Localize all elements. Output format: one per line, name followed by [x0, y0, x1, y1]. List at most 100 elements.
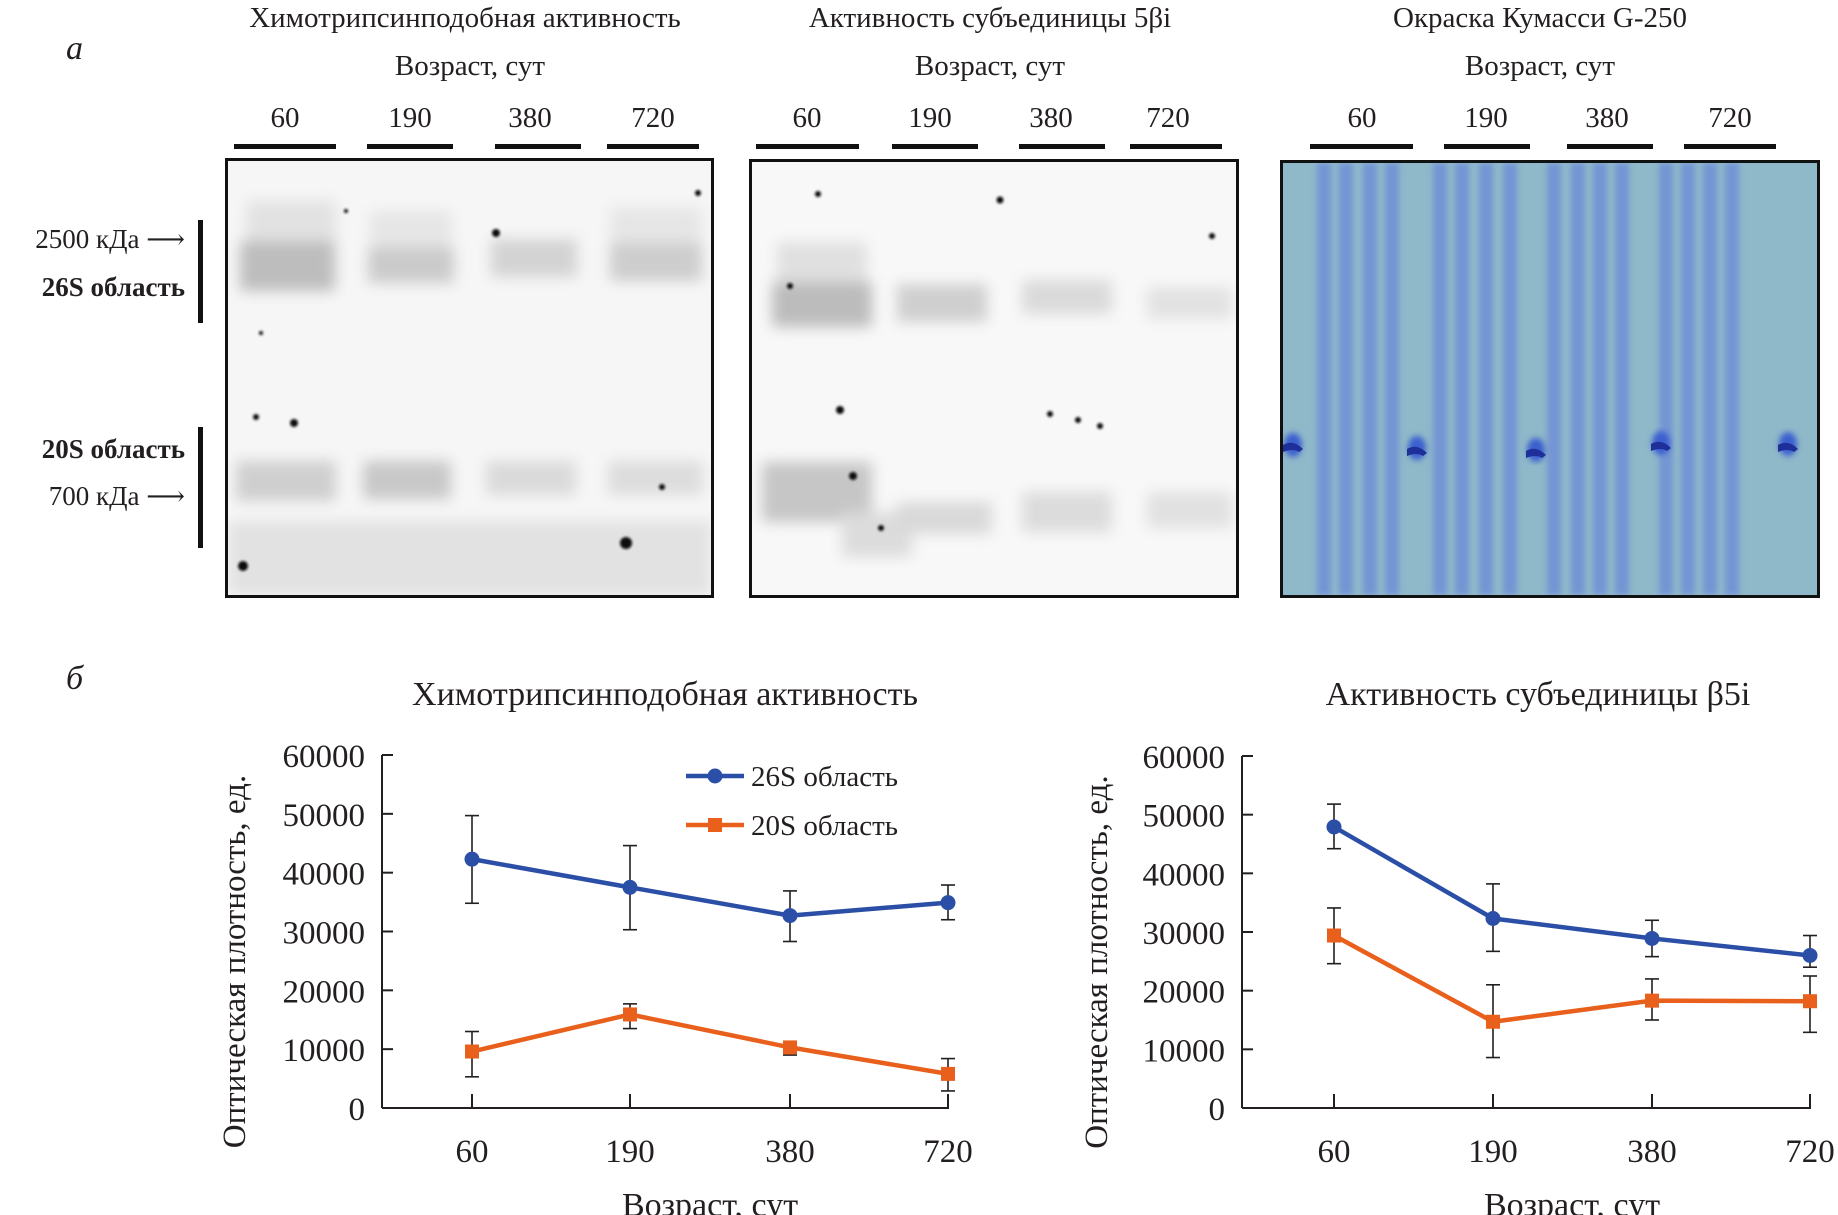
- legend-item: 26S область: [686, 761, 898, 793]
- gel1-bands: [228, 161, 711, 595]
- y-axis-label: Оптическая плотность, ед.: [217, 775, 253, 1148]
- series-0: [464, 814, 956, 943]
- x-axis-label: Возраст, сут: [622, 1187, 798, 1215]
- y-tick-label: 60000: [1143, 740, 1226, 776]
- data-point: [464, 851, 480, 867]
- chart-title: Химотрипсинподобная активность: [412, 676, 918, 713]
- gel3-lane-label: 60: [1347, 102, 1377, 134]
- y-tick-label: 30000: [283, 916, 366, 952]
- y-tick-label: 40000: [283, 857, 366, 893]
- panel-a-letter: a: [66, 30, 83, 67]
- y-tick-label: 0: [1209, 1092, 1226, 1128]
- chart-title: Активность субъединицы β5i: [1326, 676, 1751, 713]
- y-tick-label: 60000: [283, 739, 366, 775]
- legend-label: 26S область: [751, 761, 898, 793]
- legend-item: 20S область: [686, 810, 898, 842]
- gel2-subtitle: Возраст, сут: [914, 50, 1066, 82]
- y-tick-label: 20000: [283, 974, 366, 1010]
- gel2-lane-label: 60: [792, 102, 822, 134]
- chart-chymotrypsin: Химотрипсинподобная активность Оптическая…: [217, 676, 973, 1215]
- y-tick-label: 0: [349, 1092, 366, 1128]
- y-tick-label: 20000: [1143, 975, 1226, 1011]
- series-line: [1332, 825, 1811, 958]
- marker-26s-region: 26S область: [41, 272, 185, 302]
- gel1-lane-label: 380: [508, 102, 552, 134]
- gel3-subtitle: Возраст, сут: [1464, 50, 1616, 82]
- y-tick-label: 30000: [1143, 916, 1226, 952]
- gel2-bands: [752, 162, 1236, 595]
- x-tick-label: 380: [765, 1134, 815, 1170]
- gel1-lane-label: 190: [388, 102, 432, 134]
- legend-marker: [708, 818, 722, 832]
- data-point: [782, 908, 798, 924]
- gel3-lane-label: 720: [1708, 102, 1752, 134]
- series-line: [471, 856, 949, 918]
- gel2-lane-label: 190: [908, 102, 952, 134]
- gel1-lane-bar: [495, 144, 581, 149]
- gel2-lane-label: 720: [1146, 102, 1190, 134]
- gel1-lane-bar: [234, 144, 336, 149]
- gel1-lane-label: 60: [270, 102, 300, 134]
- gel3-lane-label: 380: [1585, 102, 1629, 134]
- legend-marker: [707, 768, 723, 784]
- gel2-title: Активность субъединицы 5βi: [808, 2, 1172, 34]
- gel3-lane-bar: [1310, 144, 1413, 149]
- gel2-lane-label: 380: [1029, 102, 1073, 134]
- gel1-subtitle: Возраст, сут: [394, 50, 546, 82]
- data-point: [465, 1044, 479, 1059]
- y-tick-label: 50000: [1143, 799, 1226, 835]
- marker-2500-kda: 2500 кДа ⟶: [35, 224, 185, 254]
- bracket-20s: [198, 427, 203, 548]
- gel3-lane-bar: [1567, 144, 1653, 149]
- marker-700-kda: 700 кДа ⟶: [48, 481, 185, 511]
- gel3-title: Окраска Кумасси G-250: [1393, 2, 1687, 34]
- x-tick-label: 60: [1318, 1134, 1351, 1170]
- gel1-lane-label: 720: [631, 102, 675, 134]
- data-point: [940, 895, 956, 911]
- gel3-lane-bar: [1444, 144, 1530, 149]
- x-tick-label: 380: [1627, 1134, 1677, 1170]
- data-point: [623, 1007, 637, 1022]
- y-tick-label: 50000: [283, 798, 366, 834]
- x-tick-label: 60: [456, 1134, 489, 1170]
- data-point: [1803, 994, 1817, 1009]
- y-axis-label: Оптическая плотность, ед.: [1079, 775, 1115, 1148]
- series-1: [1327, 907, 1817, 1059]
- series-0: [1326, 803, 1818, 969]
- x-tick-label: 190: [1468, 1134, 1518, 1170]
- data-point: [1327, 928, 1341, 943]
- chart-b5i: Активность субъединицы β5i Оптическая пло…: [1079, 676, 1835, 1215]
- gel1-lane-bar: [367, 144, 453, 149]
- x-tick-label: 190: [605, 1134, 655, 1170]
- series-line: [1332, 933, 1811, 1025]
- y-tick-label: 40000: [1143, 857, 1226, 893]
- gel3-lane-bar: [1684, 144, 1776, 149]
- gel1-title: Химотрипсинподобная активность: [249, 2, 681, 34]
- series-1: [465, 1003, 955, 1092]
- x-tick-label: 720: [923, 1134, 973, 1170]
- gel1-lane-bar: [607, 144, 699, 149]
- bracket-26s: [198, 220, 203, 323]
- data-point: [1802, 947, 1818, 963]
- data-point: [1645, 993, 1659, 1008]
- x-axis-label: Возраст, сут: [1484, 1187, 1660, 1215]
- data-point: [941, 1066, 955, 1081]
- gel2-lane-bar: [892, 144, 978, 149]
- gel2-image: [749, 159, 1239, 598]
- gel2-lane-bar: [1130, 144, 1222, 149]
- data-point: [1644, 930, 1660, 946]
- data-point: [783, 1040, 797, 1055]
- series-line: [471, 1012, 949, 1077]
- x-tick-label: 720: [1785, 1134, 1835, 1170]
- data-point: [1486, 1014, 1500, 1029]
- gel2-lane-bar: [756, 144, 859, 149]
- data-point: [1326, 819, 1342, 835]
- legend-label: 20S область: [751, 810, 898, 842]
- marker-20s-region: 20S область: [41, 434, 185, 464]
- gel2-lane-bar: [1019, 144, 1105, 149]
- y-tick-label: 10000: [1143, 1033, 1226, 1069]
- gel3-bands: [1283, 163, 1817, 595]
- data-point: [622, 879, 638, 895]
- data-point: [1485, 911, 1501, 927]
- panel-b-letter: б: [66, 660, 84, 697]
